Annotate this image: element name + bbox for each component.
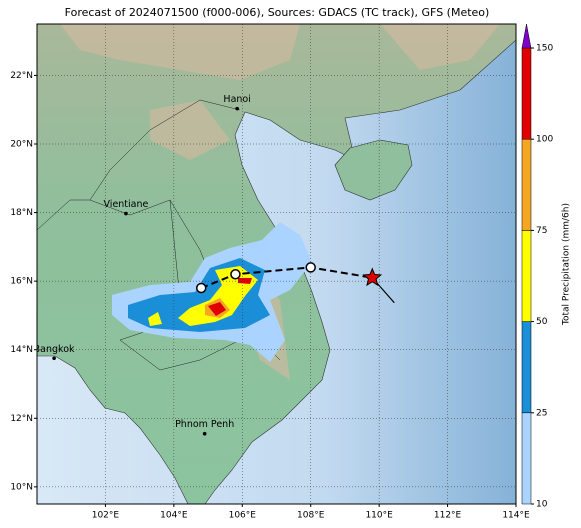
y-tick-label: 18°N <box>10 208 33 218</box>
hainan <box>334 139 413 201</box>
overlay: Hanoi Vientiane Bangkok Phnom Penh <box>34 94 395 436</box>
colorbar-tick-label: 100 <box>536 135 553 145</box>
y-tick-label: 16°N <box>10 277 33 287</box>
y-tick-label: 22°N <box>10 71 33 81</box>
colorbar-band <box>521 321 532 414</box>
basemap: Hanoi Vientiane Bangkok Phnom Penh <box>34 24 516 504</box>
city-label: Phnom Penh <box>175 419 234 430</box>
x-tick-label: 102°E <box>92 511 120 521</box>
track-line <box>200 266 373 289</box>
colorbar-tick-label: 10 <box>536 500 548 510</box>
grid <box>37 24 516 504</box>
colorbar-extension <box>521 23 532 49</box>
map-frame <box>36 23 517 505</box>
y-tick-label: 10°N <box>10 482 33 492</box>
y-tick-label: 14°N <box>10 345 33 355</box>
colorbar-tick-label: 50 <box>536 317 548 327</box>
terrain-highland <box>60 24 500 380</box>
axes: 102°E 104°E 106°E 108°E 110°E 112°E 114°E 10°N 1… <box>10 71 530 521</box>
colorbar-tick-label: 25 <box>536 408 547 418</box>
y-tick-label: 12°N <box>10 414 33 424</box>
city-label: Bangkok <box>34 344 75 355</box>
track-point <box>195 282 207 294</box>
colorbar-band <box>521 138 532 231</box>
city-label: Vientiane <box>104 199 149 210</box>
colorbar-tick-label: 75 <box>536 226 547 236</box>
city-marker <box>202 431 207 436</box>
precip-extreme <box>208 278 252 316</box>
track-point <box>305 262 316 273</box>
colorbar-band <box>521 230 532 322</box>
colorbar-tick-label: 150 <box>536 44 553 54</box>
y-tick-label: 20°N <box>10 140 33 150</box>
track-point <box>230 269 241 280</box>
x-tick-label: 104°E <box>160 511 188 521</box>
colorbar-band <box>521 47 532 140</box>
x-tick-label: 114°E <box>502 511 530 521</box>
x-tick-label: 112°E <box>434 511 462 521</box>
map-title: Forecast of 2024071500 (f000-006), Sourc… <box>65 6 490 19</box>
city-marker <box>124 211 128 216</box>
x-tick-label: 106°E <box>229 511 257 521</box>
x-tick-label: 110°E <box>365 511 393 521</box>
x-tick-label: 108°E <box>297 511 325 521</box>
colorbar-band <box>521 412 532 505</box>
city-marker <box>52 356 56 361</box>
city-label: Hanoi <box>223 94 250 105</box>
storm-position <box>362 267 383 287</box>
city-marker <box>235 106 239 111</box>
precip-heavy <box>148 266 258 326</box>
colorbar: 10 25 50 75 100 150 <box>521 23 553 510</box>
colorbar-label: Total Precipitation (mm/6h) <box>562 203 572 326</box>
